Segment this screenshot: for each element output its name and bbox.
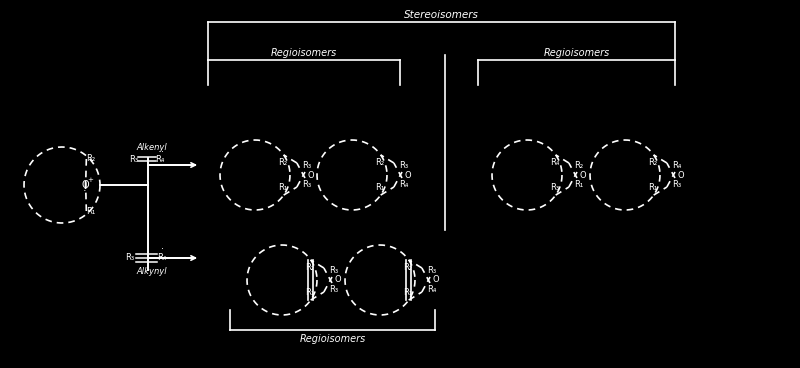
Text: Regioisomers: Regioisomers: [543, 48, 610, 58]
Text: R₂: R₂: [648, 159, 658, 167]
Text: Regioisomers: Regioisomers: [271, 48, 337, 58]
Text: R₁: R₁: [574, 180, 583, 188]
Text: R₃: R₃: [330, 266, 338, 276]
Text: R₄: R₄: [155, 156, 165, 164]
Text: R₂: R₂: [278, 159, 287, 167]
Text: Alkenyl: Alkenyl: [137, 144, 167, 152]
Text: O: O: [334, 276, 342, 284]
Text: R₁: R₁: [86, 206, 95, 216]
Text: ·: ·: [161, 147, 163, 157]
Text: R₃: R₃: [672, 180, 682, 188]
Text: R₁: R₁: [375, 183, 384, 192]
Text: Regioisomers: Regioisomers: [299, 334, 366, 344]
Text: R₁: R₁: [305, 287, 314, 297]
Text: O: O: [405, 170, 411, 180]
Text: R₃: R₃: [399, 162, 408, 170]
Text: ·: ·: [162, 244, 165, 254]
Text: ·: ·: [82, 186, 86, 196]
Text: O: O: [308, 170, 314, 180]
Text: R₂: R₂: [574, 162, 583, 170]
Text: R₃: R₃: [130, 156, 138, 164]
Text: R₂: R₂: [86, 155, 95, 163]
Text: R₄: R₄: [427, 284, 437, 294]
Text: Stereoisomers: Stereoisomers: [404, 10, 479, 20]
Text: Alkynyl: Alkynyl: [137, 268, 167, 276]
Text: R₃: R₃: [550, 183, 559, 192]
Text: R₂: R₂: [375, 159, 384, 167]
Text: R₄: R₄: [672, 162, 682, 170]
Text: R₂: R₂: [305, 263, 314, 272]
Text: R₂: R₂: [403, 263, 412, 272]
Text: O: O: [678, 170, 684, 180]
Text: +: +: [88, 177, 94, 183]
Text: R₄: R₄: [550, 159, 559, 167]
Text: R₁: R₁: [403, 287, 412, 297]
Text: R₃: R₃: [330, 284, 338, 294]
Text: R₃: R₃: [302, 180, 311, 188]
Text: R₃: R₃: [126, 254, 134, 262]
Text: R₄: R₄: [399, 180, 409, 188]
Text: O: O: [82, 180, 90, 190]
Text: O: O: [580, 170, 586, 180]
Text: R₄: R₄: [158, 254, 166, 262]
Text: R₁: R₁: [278, 183, 287, 192]
Text: R₃: R₃: [302, 162, 311, 170]
Text: R₁: R₁: [648, 183, 658, 192]
Text: R₃: R₃: [427, 266, 436, 276]
Text: O: O: [433, 276, 439, 284]
